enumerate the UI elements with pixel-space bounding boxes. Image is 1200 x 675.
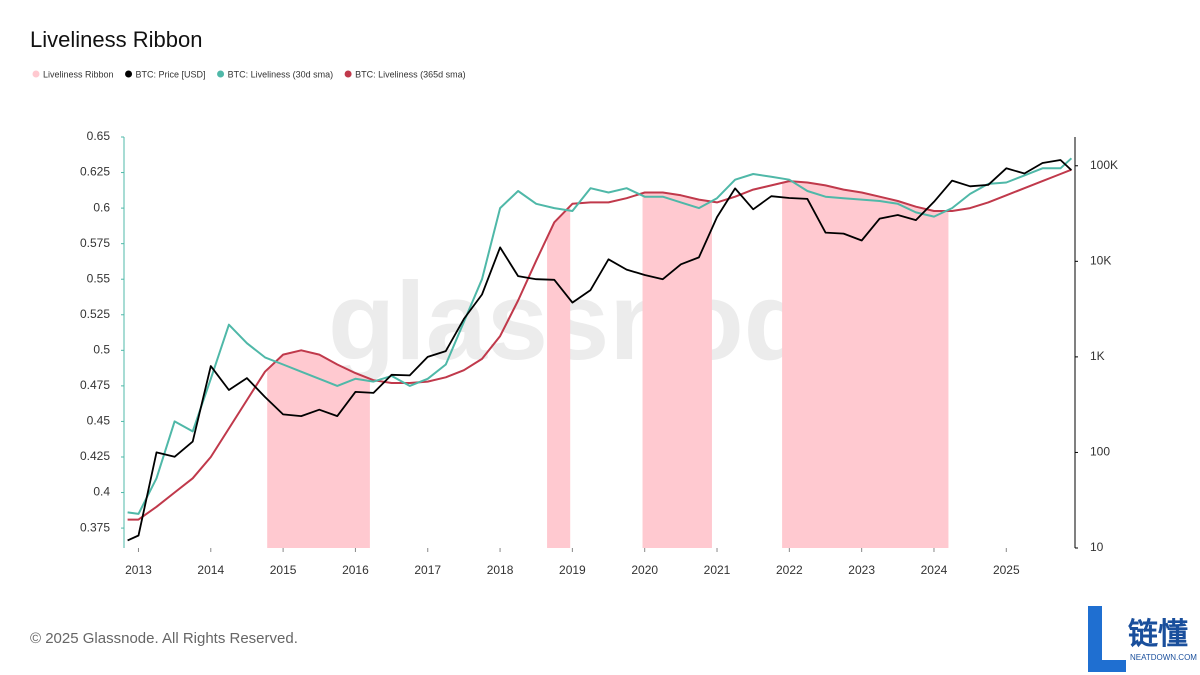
- x-tick-label: 2021: [704, 563, 731, 577]
- watermark: glassnode: [328, 260, 872, 383]
- series-line: [127, 157, 1073, 515]
- legend-label: Liveliness Ribbon: [43, 69, 114, 79]
- y2-tick-label: 10K: [1090, 253, 1111, 267]
- x-tick-label: 2016: [342, 563, 369, 577]
- x-tick-label: 2013: [125, 563, 152, 577]
- y2-tick-label: 100: [1090, 445, 1110, 459]
- x-tick-label: 2019: [559, 563, 586, 577]
- chart-title: Liveliness Ribbon: [30, 27, 202, 52]
- ribbon-span: [547, 206, 571, 548]
- y-tick-label: 0.55: [87, 271, 111, 285]
- x-tick-label: 2024: [921, 563, 948, 577]
- legend-label: BTC: Liveliness (30d sma): [228, 69, 334, 79]
- y-tick-label: 0.475: [80, 378, 110, 392]
- y-tick-label: 0.375: [80, 520, 110, 534]
- legend-swatch: [217, 70, 225, 78]
- legend-swatch: [344, 70, 352, 78]
- series-line: [127, 159, 1073, 542]
- logo-mark: 链懂: [1128, 617, 1188, 651]
- y-tick-label: 0.45: [87, 414, 111, 428]
- x-tick-label: 2014: [197, 563, 224, 577]
- y-tick-label: 0.4: [93, 485, 110, 499]
- x-tick-label: 2022: [776, 563, 803, 577]
- legend-label: BTC: Price [USD]: [136, 69, 206, 79]
- y-tick-label: 0.425: [80, 449, 110, 463]
- logo-icon: [1088, 606, 1126, 672]
- y2-tick-label: 100K: [1090, 158, 1118, 172]
- y-tick-label: 0.6: [93, 200, 110, 214]
- x-tick-label: 2025: [993, 563, 1020, 577]
- y2-tick-label: 10: [1090, 540, 1104, 554]
- ribbon-span: [267, 350, 370, 548]
- ribbon-span: [642, 192, 712, 548]
- legend-label: BTC: Liveliness (365d sma): [355, 69, 466, 79]
- x-tick-label: 2023: [848, 563, 875, 577]
- footer: © 2025 Glassnode. All Rights Reserved.: [30, 630, 298, 647]
- logo: 链懂 NEATDOWN.COM: [1088, 606, 1197, 672]
- y-tick-label: 0.525: [80, 307, 110, 321]
- y-tick-label: 0.575: [80, 236, 110, 250]
- y-tick-label: 0.5: [93, 342, 110, 356]
- ribbon-span: [782, 181, 949, 548]
- x-tick-label: 2015: [270, 563, 297, 577]
- y-tick-label: 0.625: [80, 165, 110, 179]
- x-tick-label: 2020: [631, 563, 658, 577]
- y-tick-label: 0.65: [87, 129, 111, 143]
- legend-swatch: [32, 70, 40, 78]
- legend-swatch: [125, 70, 133, 78]
- y2-tick-label: 1K: [1090, 349, 1105, 363]
- x-tick-label: 2018: [487, 563, 514, 577]
- logo-site: NEATDOWN.COM: [1130, 653, 1197, 662]
- series-line: [127, 168, 1072, 521]
- x-tick-label: 2017: [414, 563, 441, 577]
